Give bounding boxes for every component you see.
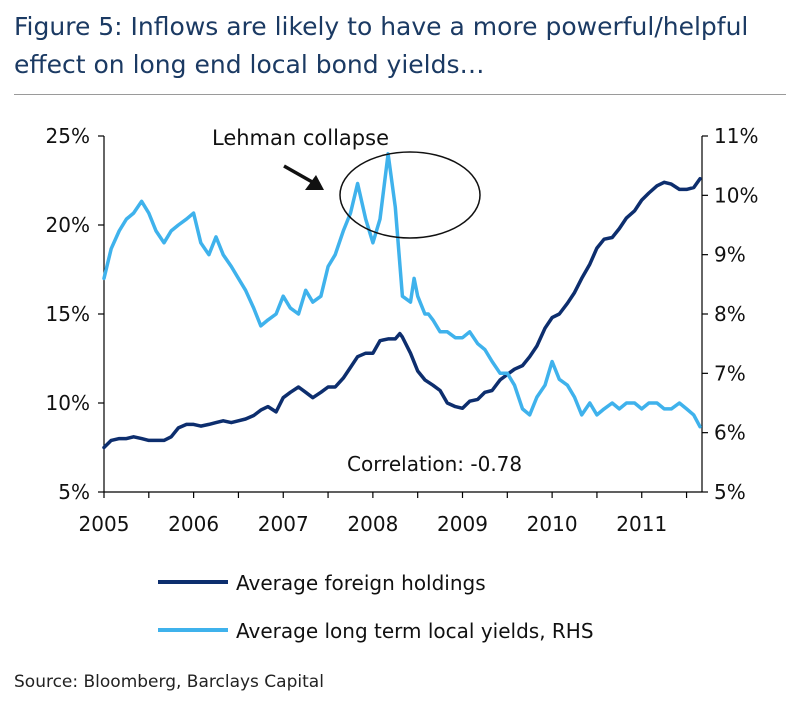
series-line-local-yields xyxy=(102,152,702,429)
title-divider xyxy=(14,94,786,95)
x-tick-label: 2005 xyxy=(79,512,130,536)
left-tick-label: 20% xyxy=(46,213,90,237)
axes-layer: 5% 10% 15% 20% 25% 5% 6% 7% 8% 9% 10% 11% 2005 2006 20… xyxy=(46,124,759,536)
left-tick-label: 5% xyxy=(58,480,90,504)
x-tick-label: 2006 xyxy=(168,512,219,536)
x-tick-label: 2009 xyxy=(437,512,488,536)
right-tick-label: 9% xyxy=(714,243,746,267)
series-layer xyxy=(102,152,702,450)
x-tick-label: 2010 xyxy=(527,512,578,536)
lehman-annotation: Lehman collapse xyxy=(212,126,389,150)
figure-title: Figure 5: Inflows are likely to have a m… xyxy=(14,12,749,79)
right-tick-label: 11% xyxy=(714,124,758,148)
right-tick-label: 7% xyxy=(714,361,746,385)
left-tick-label: 15% xyxy=(46,302,90,326)
right-tick-label: 8% xyxy=(714,302,746,326)
source-note: Source: Bloomberg, Barclays Capital xyxy=(14,672,324,692)
x-tick-label: 2008 xyxy=(347,512,398,536)
lehman-arrow-head-icon xyxy=(305,175,324,190)
right-tick-label: 10% xyxy=(714,183,758,207)
x-tick-label: 2011 xyxy=(616,512,667,536)
right-tick-label: 6% xyxy=(714,421,746,445)
left-tick-label: 25% xyxy=(46,124,90,148)
lehman-ellipse xyxy=(339,151,481,239)
right-tick-label: 5% xyxy=(714,480,746,504)
left-tick-label: 10% xyxy=(46,391,90,415)
x-tick-label: 2007 xyxy=(258,512,309,536)
legend-label-yields: Average long term local yields, RHS xyxy=(236,619,594,643)
correlation-annotation: Correlation: -0.78 xyxy=(347,452,522,476)
series-line-foreign-holdings xyxy=(102,176,702,450)
legend-label-foreign: Average foreign holdings xyxy=(236,571,486,595)
lehman-arrow-shaft xyxy=(283,164,315,185)
